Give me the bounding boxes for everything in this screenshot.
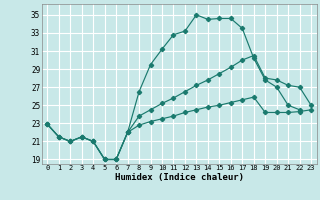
X-axis label: Humidex (Indice chaleur): Humidex (Indice chaleur) [115, 173, 244, 182]
